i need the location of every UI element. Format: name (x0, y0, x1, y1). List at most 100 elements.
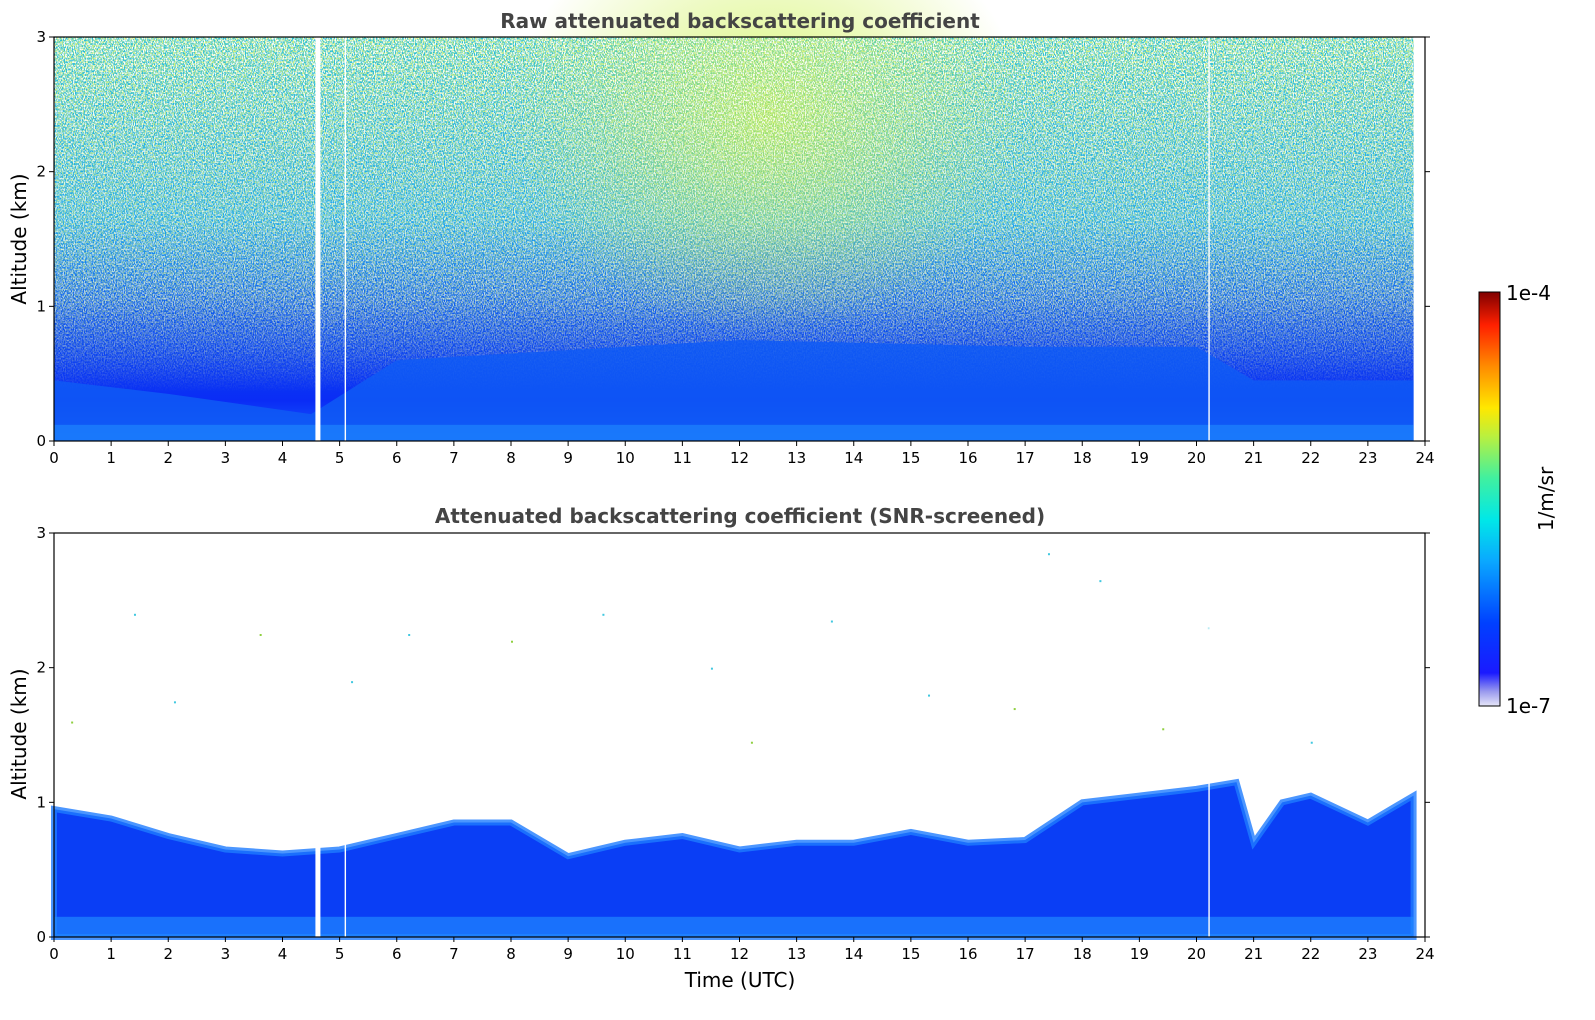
screened-speckle (1099, 580, 1102, 583)
x-tick-label: 20 (1187, 945, 1206, 963)
x-tick-label: 15 (901, 945, 920, 963)
screened-speckle (710, 667, 713, 670)
screened-speckle (750, 741, 753, 744)
x-tick-label: 0 (49, 945, 59, 963)
x-tick-label: 22 (1301, 449, 1320, 467)
screened-speckle (830, 620, 833, 623)
heatmap-raw (53, 0, 1426, 442)
colorbar-min-label: 1e-7 (1506, 694, 1551, 718)
x-tick-label: 10 (616, 945, 635, 963)
y-tick-label: 0 (36, 928, 46, 946)
x-tick-label: 23 (1358, 945, 1377, 963)
x-tick-label: 22 (1301, 945, 1320, 963)
panel-screened-title: Attenuated backscattering coefficient (S… (435, 504, 1045, 528)
x-tick-label: 20 (1187, 449, 1206, 467)
screened-speckle (133, 613, 136, 616)
x-tick-label: 9 (563, 945, 573, 963)
panel-raw: Raw attenuated backscattering coefficien… (7, 0, 1435, 467)
x-tick-label: 11 (673, 449, 692, 467)
x-tick-label: 8 (506, 945, 516, 963)
screened-speckle (1162, 728, 1165, 731)
y-tick-label: 1 (36, 297, 46, 315)
x-tick-label: 7 (449, 945, 459, 963)
y-tick-label: 3 (36, 524, 46, 542)
screened-speckle (259, 634, 262, 636)
raw-boundary-layer (54, 340, 1414, 441)
x-tick-label: 16 (958, 945, 977, 963)
x-tick-label: 18 (1073, 945, 1092, 963)
y-tick-label: 1 (36, 793, 46, 811)
heatmap-screened (51, 532, 1426, 940)
screened-speckle (1013, 708, 1016, 711)
data-gap (344, 533, 347, 937)
x-tick-label: 4 (278, 945, 288, 963)
x-tick-label: 14 (844, 945, 863, 963)
y-tick-label: 0 (36, 432, 46, 450)
panel-screened-x-ticks: 0 1 2 3 4 5 6 7 8 9 10 11 12 13 14 15 16 17 18 19 20 21 22 23 24 (49, 937, 1435, 963)
x-tick-label: 24 (1415, 945, 1434, 963)
y-tick-label: 3 (36, 28, 46, 46)
panel-raw-ylabel: Altitude (km) (7, 173, 31, 304)
x-tick-label: 18 (1073, 449, 1092, 467)
panel-screened-y-ticks: 0 1 2 3 (36, 524, 1430, 946)
x-tick-label: 17 (1016, 449, 1035, 467)
screened-aerosol-layer (54, 782, 1414, 937)
colorbar-unit-label: 1/m/sr (1534, 466, 1558, 531)
data-gap (344, 37, 347, 441)
x-tick-label: 16 (958, 449, 977, 467)
x-tick-label: 3 (221, 449, 231, 467)
x-tick-label: 6 (392, 449, 402, 467)
screened-surface-layer (54, 916, 1414, 937)
screened-speckle (408, 634, 411, 636)
x-tick-label: 3 (221, 945, 231, 963)
x-tick-label: 23 (1358, 449, 1377, 467)
x-tick-label: 0 (49, 449, 59, 467)
x-tick-label: 21 (1244, 945, 1263, 963)
x-tick-label: 19 (1130, 945, 1149, 963)
x-tick-label: 13 (787, 449, 806, 467)
panel-screened: Attenuated backscattering coefficient (S… (7, 504, 1435, 992)
colorbar-max-label: 1e-4 (1506, 281, 1551, 305)
panel-raw-y-ticks: 0 1 2 3 (36, 28, 1430, 450)
y-tick-label: 2 (36, 659, 46, 677)
x-tick-label: 6 (392, 945, 402, 963)
x-tick-label: 24 (1415, 449, 1434, 467)
x-tick-label: 19 (1130, 449, 1149, 467)
x-tick-label: 2 (163, 449, 173, 467)
x-tick-label: 1 (106, 945, 116, 963)
panel-screened-ylabel: Altitude (km) (7, 668, 31, 799)
panel-screened-xlabel: Time (UTC) (684, 968, 796, 992)
x-tick-label: 13 (787, 945, 806, 963)
panel-raw-title: Raw attenuated backscattering coefficien… (500, 9, 980, 33)
screened-speckle (71, 721, 74, 724)
x-tick-label: 17 (1016, 945, 1035, 963)
x-tick-label: 11 (673, 945, 692, 963)
x-tick-label: 1 (106, 449, 116, 467)
y-tick-label: 2 (36, 163, 46, 181)
x-tick-label: 12 (730, 945, 749, 963)
raw-surface-layer (54, 424, 1414, 441)
x-tick-label: 5 (335, 945, 345, 963)
x-tick-label: 5 (335, 449, 345, 467)
x-tick-label: 8 (506, 449, 516, 467)
x-tick-label: 10 (616, 449, 635, 467)
screened-speckle (602, 613, 605, 616)
x-tick-label: 2 (163, 945, 173, 963)
screened-speckle (928, 694, 931, 697)
colorbar: 1e-4 1e-7 1/m/sr (1478, 281, 1558, 718)
data-gap (315, 37, 321, 441)
panel-raw-x-ticks: 0 1 2 3 4 5 6 7 8 9 10 11 12 13 14 15 16 17 18 19 20 21 22 23 24 (49, 441, 1435, 467)
screened-speckle (1047, 553, 1050, 556)
x-tick-label: 9 (563, 449, 573, 467)
screened-speckle (511, 640, 513, 643)
screened-speckle (351, 681, 354, 684)
data-gap (315, 533, 321, 937)
x-tick-label: 12 (730, 449, 749, 467)
x-tick-label: 7 (449, 449, 459, 467)
screened-speckle (173, 701, 176, 704)
data-gap (1208, 37, 1210, 441)
data-gap (1208, 533, 1210, 937)
x-tick-label: 4 (278, 449, 288, 467)
x-tick-label: 14 (844, 449, 863, 467)
